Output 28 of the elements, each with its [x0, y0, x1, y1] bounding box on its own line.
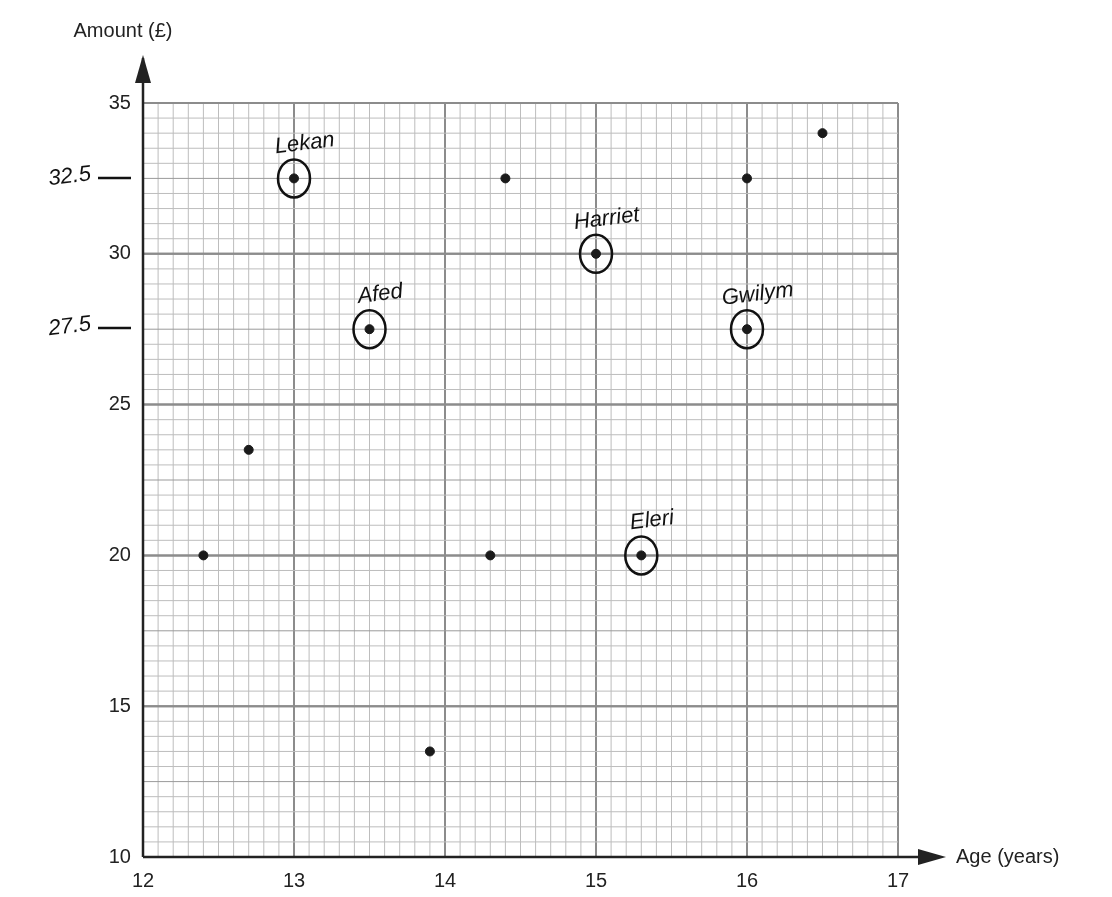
y-tick-label: 15: [108, 693, 131, 716]
annotation: Eleri: [628, 503, 677, 535]
text: 32.5: [46, 160, 94, 191]
point: [500, 173, 511, 184]
x-tick-label: 13: [282, 868, 306, 891]
x-tick-label: 12: [131, 868, 155, 891]
point: [243, 444, 254, 455]
x-axis-title: Age (years): [956, 844, 1060, 867]
y-axis-title: Amount (£): [73, 18, 173, 41]
y-tick-label: 30: [108, 241, 131, 264]
x-tick-label: 15: [584, 868, 608, 891]
annotation: Harriet: [572, 201, 642, 234]
y-tick-label: 20: [108, 542, 131, 565]
point: [817, 128, 828, 139]
annotation: Gwilym: [720, 276, 795, 310]
x-tick-label: 16: [735, 868, 759, 891]
point: [424, 746, 435, 757]
y-tick-label: 10: [108, 844, 131, 867]
point: [485, 550, 496, 561]
x-tick-label: 17: [886, 868, 910, 891]
annotation: Lekan: [273, 126, 336, 159]
x-tick-label: 14: [433, 868, 457, 891]
point: [742, 173, 752, 184]
annotation: Afed: [354, 277, 405, 309]
y-tick-label: 25: [108, 392, 131, 415]
text: 27.5: [45, 310, 94, 341]
point: [198, 550, 209, 561]
y-tick-label: 35: [108, 90, 131, 113]
